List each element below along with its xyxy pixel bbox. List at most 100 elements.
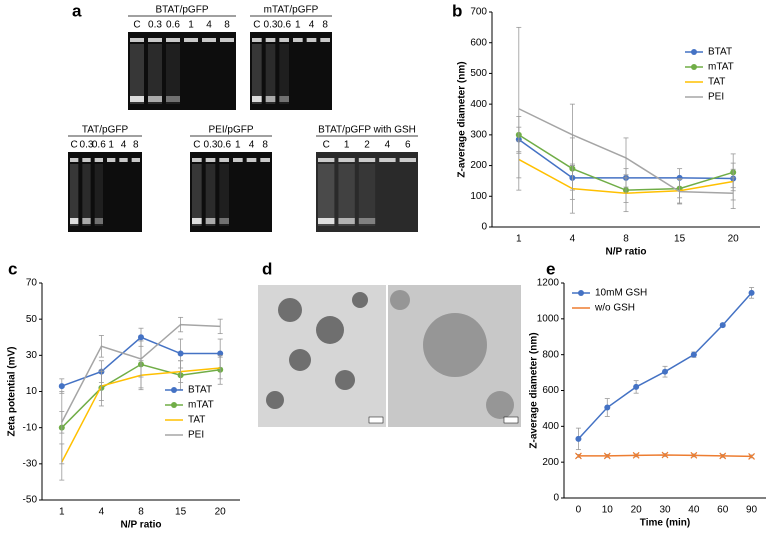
lane-label: 4 <box>121 140 127 151</box>
lane-label: 4 <box>206 20 212 31</box>
error-bar <box>217 318 223 335</box>
y-tick-label: 700 <box>470 7 487 18</box>
smear-band <box>338 164 355 226</box>
particle <box>486 391 514 419</box>
legend-marker <box>691 49 697 55</box>
error-bar <box>178 316 184 333</box>
data-point <box>662 368 668 375</box>
error-bar <box>516 26 522 191</box>
y-tick-label: 100 <box>470 191 487 202</box>
y-tick-label: 1000 <box>537 313 560 324</box>
well-band <box>318 158 335 162</box>
x-tick-label: 1 <box>516 234 522 245</box>
lane-label: 0.6 <box>166 20 180 31</box>
particle <box>266 391 284 409</box>
data-point <box>58 383 65 390</box>
well-band <box>219 158 229 162</box>
well-band <box>220 38 234 42</box>
error-bar <box>178 360 184 383</box>
gel-image <box>68 152 142 232</box>
lane-label: 1 <box>235 140 241 151</box>
smear-band <box>130 44 144 104</box>
y-tick-label: 0 <box>553 493 559 504</box>
well-band <box>265 38 276 42</box>
error-bar <box>730 177 736 209</box>
well-band <box>119 158 128 162</box>
y-tick-label: -30 <box>23 458 38 469</box>
series-line <box>577 292 753 440</box>
data-point <box>690 351 697 358</box>
data-point <box>661 451 669 459</box>
x-tick-label: 30 <box>659 505 671 516</box>
well-band <box>205 158 216 162</box>
lane-label: 0.3 <box>80 140 94 151</box>
lane-label: 0.3 <box>148 20 162 31</box>
lane-label: 0.6 <box>92 140 106 151</box>
y-tick-label: 10 <box>26 386 38 397</box>
gel-title: TAT/pGFP <box>82 125 129 136</box>
lane-label: 1 <box>188 20 194 31</box>
y-tick-label: 200 <box>542 457 559 468</box>
well-band <box>94 158 103 162</box>
lane-label: 4 <box>385 140 391 151</box>
gel-image <box>250 32 332 110</box>
y-tick-label: 600 <box>470 37 487 48</box>
y-tick-label: 0 <box>481 222 487 233</box>
x-tick-label: 4 <box>99 507 105 518</box>
particle <box>289 349 311 371</box>
well-band <box>379 158 396 162</box>
y-tick-label: -10 <box>23 422 38 433</box>
lane-label: C <box>323 140 330 151</box>
y-tick-label: 30 <box>26 350 38 361</box>
lane-label: 8 <box>322 20 328 31</box>
low-band <box>338 218 355 224</box>
low-band <box>70 218 79 224</box>
well-band <box>293 38 303 42</box>
y-tick-label: 600 <box>542 385 559 396</box>
well-band <box>399 158 416 162</box>
legend-label: TAT <box>708 77 725 88</box>
data-point <box>575 452 582 460</box>
well-band <box>246 158 257 162</box>
x-tick-label: 20 <box>215 507 227 518</box>
low-band <box>252 96 262 102</box>
data-point <box>604 404 611 411</box>
smear-band <box>358 164 376 226</box>
smear-band <box>148 44 162 104</box>
y-tick-label: -50 <box>23 495 38 506</box>
smear-band <box>166 44 180 104</box>
smear-band <box>252 44 262 104</box>
scale-bar <box>368 416 384 424</box>
gel-image <box>128 32 236 110</box>
legend-label: TAT <box>188 415 205 426</box>
gel-title: PEI/pGFP <box>208 125 253 136</box>
legend-label: BTAT <box>708 47 732 58</box>
panel-letter: c <box>8 259 17 278</box>
smear-band <box>192 164 202 226</box>
lane-label: 4 <box>249 140 255 151</box>
panel-letter: d <box>262 259 272 278</box>
gel-title: BTAT/pGFP <box>156 5 209 16</box>
lane-label: 6 <box>405 140 411 151</box>
low-band <box>148 96 162 102</box>
particle <box>278 298 302 322</box>
low-band <box>94 218 103 224</box>
well-band <box>82 158 91 162</box>
lane-label: 1 <box>295 20 301 31</box>
legend-label: BTAT <box>188 385 212 396</box>
panel-letter: b <box>452 1 462 20</box>
y-axis-title: Z-average diameter (nm) <box>529 332 540 448</box>
lane-label: 0.6 <box>277 20 291 31</box>
legend-label: mTAT <box>188 400 214 411</box>
x-tick-label: 1 <box>59 507 65 518</box>
well-band <box>107 158 116 162</box>
well-band <box>70 158 79 162</box>
well-band <box>338 158 355 162</box>
smear-band <box>94 164 103 226</box>
error-bar <box>623 137 629 179</box>
legend-label: 10mM GSH <box>595 288 647 299</box>
y-axis-title: Zeta potential (mV) <box>7 346 18 436</box>
y-tick-label: 800 <box>542 349 559 360</box>
data-point <box>719 452 727 460</box>
legend-marker <box>691 64 697 70</box>
